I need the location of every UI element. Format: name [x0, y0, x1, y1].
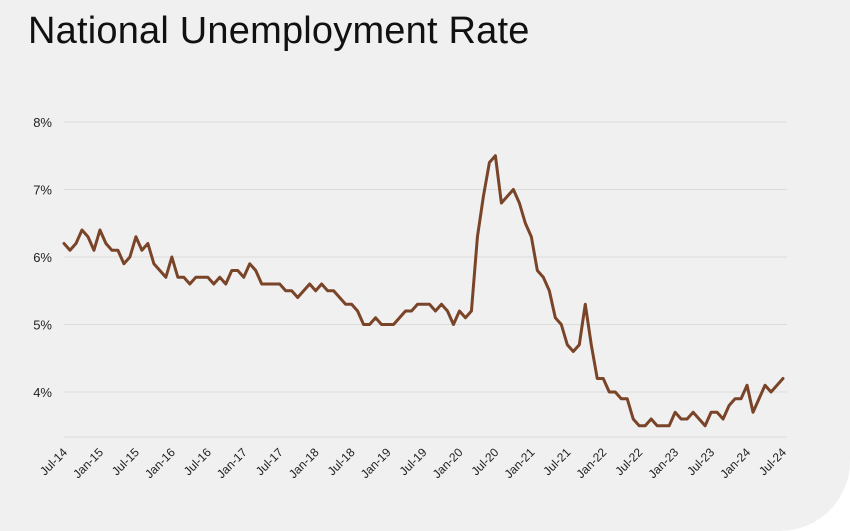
x-tick-label: Jul-19	[397, 445, 430, 478]
x-tick-label: Jul-22	[612, 445, 645, 478]
x-tick-label: Jul-20	[469, 445, 502, 478]
y-tick-label: 7%	[33, 183, 52, 198]
x-tick-label: Jul-18	[325, 445, 358, 478]
y-tick-label: 8%	[33, 115, 52, 130]
x-tick-label: Jul-21	[540, 445, 573, 478]
x-tick-label: Jan-24	[717, 445, 753, 481]
x-tick-label: Jan-19	[358, 445, 394, 481]
x-tick-label: Jan-18	[286, 445, 322, 481]
x-tick-label: Jul-16	[181, 445, 214, 478]
x-tick-label: Jan-20	[430, 445, 466, 481]
x-tick-label: Jul-14	[37, 445, 70, 478]
series-line	[62, 154, 785, 428]
y-tick-label: 4%	[33, 385, 52, 400]
x-tick-label: Jan-21	[502, 445, 538, 481]
y-tick-label: 5%	[33, 318, 52, 333]
x-tick-label: Jul-24	[756, 445, 789, 478]
x-tick-label: Jan-16	[142, 445, 178, 481]
x-tick-label: Jul-23	[684, 445, 717, 478]
x-tick-label: Jan-17	[214, 445, 250, 481]
x-tick-label: Jan-22	[574, 445, 610, 481]
x-tick-label: Jan-15	[70, 445, 106, 481]
x-tick-label: Jul-17	[253, 445, 286, 478]
x-tick-label: Jan-23	[645, 445, 681, 481]
x-tick-label: Jul-15	[109, 445, 142, 478]
chart-title: National Unemployment Rate	[28, 10, 530, 52]
y-tick-label: 6%	[33, 250, 52, 265]
